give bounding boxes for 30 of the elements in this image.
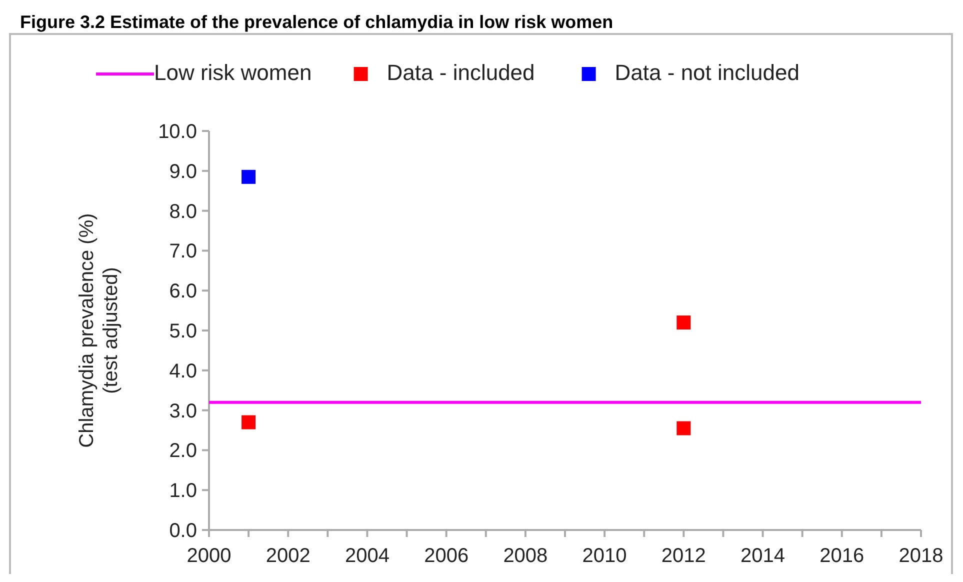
point <box>242 415 256 430</box>
y-tick-label: 5.0 <box>169 320 197 342</box>
x-tick-label: 2018 <box>898 545 944 567</box>
x-tick-label: 2010 <box>582 545 627 567</box>
y-tick-label: 10.0 <box>158 121 197 143</box>
y-tick-label: 4.0 <box>169 360 197 382</box>
y-tick-label: 6.0 <box>169 280 197 303</box>
legend-label: Data - not included <box>614 60 800 85</box>
y-axis-title: Chlamydia prevalence (%) (test adjusted) <box>76 213 122 448</box>
y-tick-label: 7.0 <box>169 240 197 263</box>
x-tick-label: 2002 <box>266 545 310 567</box>
x-tick-label: 2006 <box>424 545 469 567</box>
x-tick-label: 2004 <box>344 545 390 567</box>
x-tick-label: 2008 <box>503 545 548 567</box>
y-tick-label: 8.0 <box>169 200 197 223</box>
x-tick-label: 2014 <box>740 545 786 567</box>
x-tick-label: 2012 <box>661 545 706 567</box>
y-tick-label: 1.0 <box>169 480 197 502</box>
x-tick-label: 2000 <box>186 545 232 567</box>
legend-label: Low risk women <box>154 60 312 85</box>
y-tick-label: 3.0 <box>169 400 197 422</box>
chart-title: Figure 3.2 Estimate of the prevalence of chlamydia in low risk women <box>20 12 614 32</box>
point <box>676 421 691 436</box>
legend-label: Data - included <box>386 60 535 85</box>
point <box>242 170 256 184</box>
x-tick-label: 2016 <box>820 545 864 567</box>
y-tick-label: 9.0 <box>169 160 197 183</box>
y-tick-label: 0.0 <box>169 520 197 542</box>
y-tick-label: 2.0 <box>169 440 197 462</box>
point <box>676 316 691 330</box>
